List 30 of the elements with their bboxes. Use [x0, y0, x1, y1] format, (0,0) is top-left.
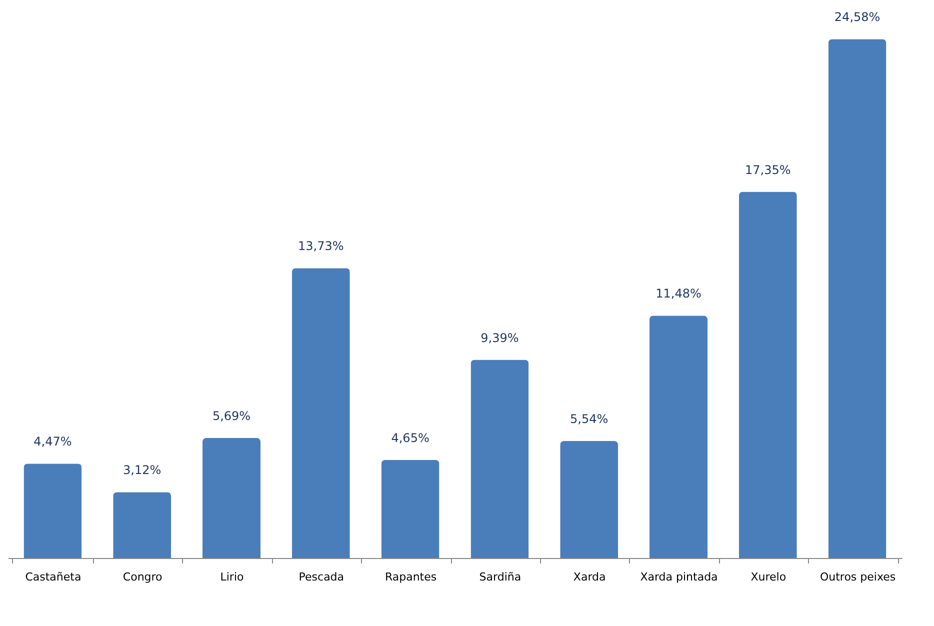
- data-label: 24,58%: [834, 10, 880, 24]
- data-label: 5,69%: [212, 408, 251, 423]
- x-tick-label: Xarda: [573, 570, 606, 584]
- x-tick-label: Outros peixes: [820, 570, 896, 584]
- x-tick-label: Castañeta: [25, 570, 82, 584]
- data-label: 9,39%: [480, 330, 519, 345]
- data-label: 13,73%: [298, 239, 344, 254]
- data-label: 4,65%: [391, 430, 430, 445]
- x-tick-label: Xurelo: [750, 570, 786, 584]
- bar: [470, 360, 529, 558]
- x-tick-label: Congro: [122, 570, 163, 584]
- data-label: 3,12%: [123, 463, 162, 478]
- x-tick-label: Lirio: [220, 570, 244, 584]
- x-tick-label: Xarda pintada: [640, 570, 718, 584]
- data-label: 11,48%: [656, 286, 702, 301]
- bar: [113, 492, 172, 558]
- bar: [24, 464, 82, 558]
- bar: [560, 441, 618, 558]
- bar: [828, 39, 886, 558]
- bar: [738, 192, 797, 558]
- bar: [202, 438, 260, 558]
- bar: [650, 316, 708, 558]
- bar: [381, 460, 440, 558]
- data-label: 4,47%: [34, 434, 72, 449]
- bar: [292, 268, 350, 558]
- x-tick-label: Pescada: [298, 570, 344, 584]
- x-tick-label: Sardiña: [479, 570, 522, 584]
- data-label: 5,54%: [570, 412, 608, 426]
- x-tick-label: Rapantes: [384, 570, 437, 584]
- data-label: 17,35%: [745, 162, 791, 177]
